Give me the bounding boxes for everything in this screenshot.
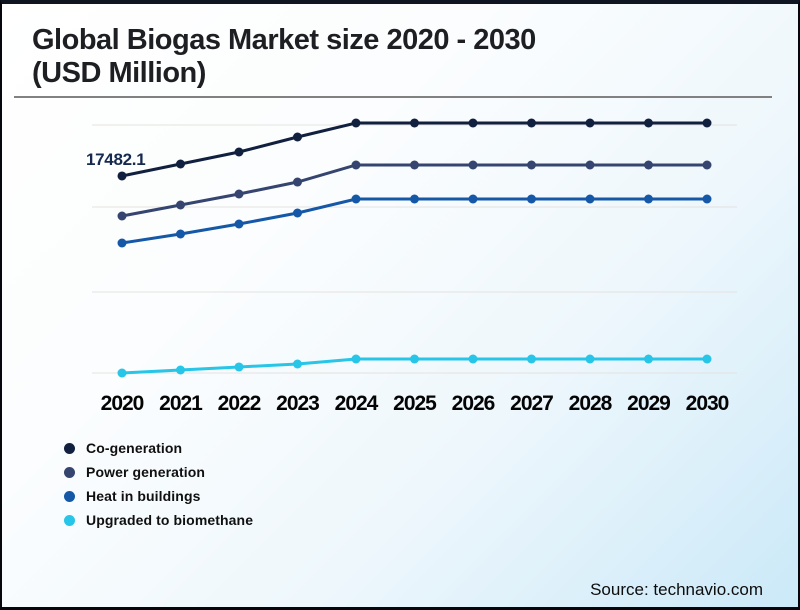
- data-point-marker: [644, 118, 653, 128]
- data-point-marker: [527, 160, 536, 170]
- chart-legend: Co-generation Power generation Heat in b…: [64, 440, 254, 537]
- data-point-marker: [176, 229, 185, 239]
- legend-label: Power generation: [86, 464, 206, 480]
- data-point-marker: [585, 194, 595, 204]
- legend-dot-icon: [64, 466, 75, 478]
- data-point-marker: [234, 219, 244, 229]
- data-point-marker: [468, 160, 478, 170]
- data-point-label: 17482.1: [86, 150, 146, 169]
- data-point-marker: [293, 177, 302, 187]
- data-point-marker: [117, 368, 127, 378]
- legend-item-upgraded-to-biomethane: Upgraded to biomethane: [64, 512, 254, 528]
- x-tick-label: 2024: [334, 392, 379, 415]
- chart-svg: [92, 118, 737, 378]
- data-point-marker: [410, 160, 419, 170]
- x-tick-label: 2020: [100, 392, 145, 415]
- data-point-marker: [702, 160, 712, 170]
- data-point-marker: [410, 118, 419, 128]
- legend-label: Co-generation: [86, 440, 183, 456]
- data-point-marker: [234, 189, 244, 199]
- data-point-marker: [410, 354, 419, 364]
- x-tick-label: 2022: [217, 392, 262, 415]
- chart-title-line2: (USD Million): [32, 57, 206, 89]
- data-point-marker: [468, 118, 478, 128]
- x-tick-label: 2029: [627, 392, 671, 415]
- data-point-marker: [585, 354, 595, 364]
- x-tick-label: 2027: [510, 392, 554, 415]
- data-point-marker: [585, 160, 595, 170]
- data-point-marker: [293, 132, 302, 142]
- data-point-marker: [234, 362, 244, 372]
- data-point-marker: [585, 118, 595, 128]
- x-tick-label: 2028: [568, 392, 613, 415]
- data-point-marker: [702, 354, 712, 364]
- series-line: [121, 163, 707, 218]
- x-tick-label: 2030: [685, 392, 730, 415]
- data-point-marker: [234, 147, 244, 157]
- legend-label: Upgraded to biomethane: [86, 512, 254, 528]
- legend-item-power-generation: Power generation: [64, 464, 253, 480]
- data-point-marker: [176, 159, 185, 169]
- x-axis-labels: 2020 2021 2022 2023 2024 2025 2026 2027 2028 2029…: [2, 392, 798, 418]
- legend-item-heat-in-buildings: Heat in buildings: [64, 488, 253, 504]
- title-divider: [14, 96, 772, 98]
- data-point-marker: [351, 354, 361, 364]
- chart-title-line1: Global Biogas Market size 2020 - 2030: [32, 24, 536, 56]
- data-point-marker: [351, 194, 361, 204]
- x-tick-label: 2026: [451, 392, 496, 415]
- source-attribution: Source: technavio.com: [590, 580, 763, 599]
- legend-dot-icon: [64, 442, 75, 454]
- data-point-marker: [176, 200, 185, 210]
- data-point-marker: [176, 365, 185, 375]
- data-point-marker: [117, 171, 127, 181]
- data-point-marker: [117, 211, 127, 221]
- x-tick-label: 2025: [393, 392, 437, 415]
- data-point-marker: [527, 118, 536, 128]
- x-tick-label: 2021: [159, 392, 203, 415]
- data-point-marker: [351, 160, 361, 170]
- data-point-marker: [293, 359, 302, 369]
- data-point-marker: [293, 208, 302, 218]
- data-point-marker: [702, 194, 712, 204]
- x-tick-label: 2023: [276, 392, 320, 415]
- data-point-marker: [644, 194, 653, 204]
- data-point-marker: [468, 194, 478, 204]
- legend-label: Heat in buildings: [86, 488, 201, 504]
- legend-dot-icon: [64, 514, 75, 526]
- data-point-marker: [644, 160, 653, 170]
- data-point-marker: [527, 354, 536, 364]
- data-point-marker: [351, 118, 361, 128]
- series-line: [121, 197, 707, 245]
- data-point-marker: [527, 194, 536, 204]
- data-point-marker: [117, 238, 127, 248]
- data-point-marker: [468, 354, 478, 364]
- data-point-marker: [410, 194, 419, 204]
- chart-title: Global Biogas Market size 2020 - 2030 (U…: [32, 24, 536, 90]
- data-point-marker: [644, 354, 653, 364]
- legend-dot-icon: [64, 490, 75, 502]
- data-point-marker: [702, 118, 712, 128]
- legend-item-co-generation: Co-generation: [64, 440, 253, 456]
